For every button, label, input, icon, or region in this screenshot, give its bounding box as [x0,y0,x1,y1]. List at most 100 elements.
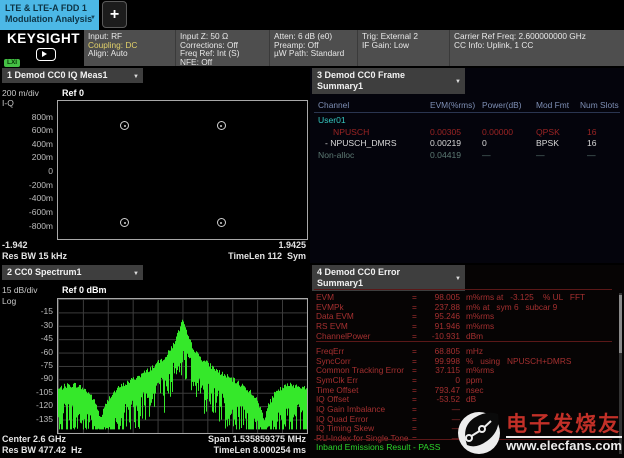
header-section-2[interactable]: Input Z: 50 Ω Corrections: Off Freq Ref: I… [176,30,270,66]
new-tab-button[interactable]: + [102,1,127,28]
frame-col-header: Mod Fmt [536,100,570,110]
scrollbar-thumb[interactable] [619,295,622,353]
error-unit: ppm [466,375,483,386]
error-row: IQ Quad Error = — [316,414,612,424]
iq-y-tick-label: 200m [31,152,53,163]
iq-y-tick-label: 800m [31,111,53,122]
header-readout: NFE: Off [180,56,213,67]
spectrum-center: Center 2.6 GHz [2,434,67,444]
header-readout: µW Path: Standard [274,48,345,59]
iq-res-bw: Res BW 15 kHz [2,251,68,261]
frame-col-header: Channel [318,100,350,110]
error-unit: nsec [466,384,484,395]
panel-spectrum-title-dropdown[interactable]: 2 CC0 Spectrum1 ▼ [2,265,143,280]
constellation-point [120,218,130,228]
spectrum-ref-label: Ref 0 dBm [62,285,107,295]
header-readout: CC Info: Uplink, 1 CC [454,39,534,50]
equals-sign: = [412,394,417,405]
iq-constellation-plot[interactable] [57,100,308,240]
panel-iq-title: 1 Demod CC0 IQ Meas1 [7,70,108,80]
spectrum-span: Span 1.535859375 MHz [207,434,306,444]
iq-y-tick-label: -800m [28,220,53,231]
elecfans-logo-icon [458,412,501,454]
panel-frame-summary: 3 Demod CC0 Frame Summary1 ▼ Channel EVM(… [310,68,624,263]
header-readout: Atten: 6 dB (e0) [274,31,333,41]
error-row: ChannelPower = -10.931 dBm [316,331,612,341]
frame-cell: 0 [482,138,487,148]
error-value: 0 [455,375,460,386]
frame-cell: 0.04419 [430,149,462,160]
equals-sign: = [412,292,417,302]
header-section-3[interactable]: Atten: 6 dB (e0) Preamp: Off µW Path: Stan… [270,30,358,66]
error-row: Data EVM = 95.246 m%rms [316,311,612,321]
chevron-down-icon: ▼ [133,73,139,80]
frame-cell: 0.00219 [430,138,462,148]
spectrum-y-tick-label: -45 [40,333,53,344]
panel-error-title-line1: 4 Demod CC0 Error [317,267,401,277]
equals-sign: = [412,365,417,376]
panel-error-title-dropdown[interactable]: 4 Demod CC0 Error Summary1 ▼ [312,265,465,291]
frame-col-header: Num Slots [580,100,619,110]
error-label: SyncCorr [316,355,351,366]
spectrum-y-tick-label: -135 [35,413,53,424]
panel-frame-title-dropdown[interactable]: 3 Demod CC0 Frame Summary1 ▼ [312,68,465,94]
spectrum-y-tick-label: -60 [40,346,53,357]
equals-sign: = [412,375,417,386]
spectrum-time-len: TimeLen 8.000254 ms [213,445,306,455]
equals-sign: = [412,301,417,312]
error-unit: m%rms [466,320,495,331]
equals-sign: = [412,432,417,443]
frame-cell: 0.00000 [482,126,514,137]
error-row: Time Offset = 793.47 nsec [316,385,612,395]
iq-time-len: TimeLen 112 Sym [228,251,306,261]
error-value: — [451,404,460,415]
error-row: Common Tracking Error = 37.115 m%rms [316,365,612,375]
header-readout: Align: Auto [88,48,128,59]
iq-y-tick-label: 0 [48,166,53,176]
spectrum-log-label: Log [2,296,17,306]
divider [314,289,612,293]
equals-sign: = [412,355,417,366]
panel-frame-title-line1: 3 Demod CC0 Frame [317,70,406,80]
frame-cell-channel: - NPUSCH_DMRS [325,138,397,148]
spectrum-res-bw: Res BW 477.42 Hz [2,445,83,455]
error-unit: mHz [466,346,484,357]
iq-y-tick-label: -600m [28,206,53,217]
equals-sign: = [412,384,417,395]
error-value: 793.47 [434,384,460,395]
iq-trace-label: I-Q [2,98,14,108]
tab-title-line1: LTE & LTE-A FDD 1 [5,3,87,13]
error-row: FreqErr = 68.805 mHz [316,346,612,356]
error-row: EVM = 98.005 m%rms at -3.125 % UL FFT [316,292,612,302]
header-readout: Corrections: Off [180,39,238,50]
header-readout: Coupling: DC [88,39,138,50]
panel-spectrum-title: 2 CC0 Spectrum1 [7,267,82,277]
tab-title-line2: Modulation Analysis [5,14,93,24]
lxi-badge: LXI [4,59,21,67]
error-value: 237.88 [434,301,460,312]
iq-ref-label: Ref 0 [62,88,85,98]
error-value: — [451,432,460,443]
iq-x-max: 1.9425 [278,240,306,250]
spectrum-plot[interactable] [57,298,308,434]
error-value: -10.931 [431,330,460,341]
inband-emissions-result: Inband Emissions Result - PASS [316,442,441,452]
frame-col-header: EVM(%rms) [430,100,476,110]
error-label: IQ Offset [316,394,350,405]
chevron-down-icon: ▼ [455,79,461,85]
error-value: 91.946 [434,320,460,331]
frame-cell: 16 [587,126,597,137]
error-unit: m%rms [466,311,495,322]
panel-iq-title-dropdown[interactable]: 1 Demod CC0 IQ Meas1 ▼ [2,68,143,83]
spectrum-y-tick-label: -105 [35,386,53,397]
header-section-5[interactable]: Carrier Ref Freq: 2.600000000 GHz CC Info… [450,30,624,66]
chevron-down-icon: ▼ [90,15,96,21]
scrollbar[interactable] [619,293,622,454]
iq-scale-label: 200 m/div [2,88,39,98]
header-section-4[interactable]: Trig: External 2 IF Gain: Low [358,30,450,66]
frame-cell-channel: Non-alloc [318,149,355,160]
tab-lte-fdd-modulation-analysis[interactable]: LTE & LTE-A FDD 1 Modulation Analysis ▼ [0,0,99,30]
error-unit: m%rms [466,365,495,376]
iq-x-min: -1.942 [2,240,28,250]
header-section-1[interactable]: Input: RF Coupling: DC Align: Auto [84,30,176,66]
